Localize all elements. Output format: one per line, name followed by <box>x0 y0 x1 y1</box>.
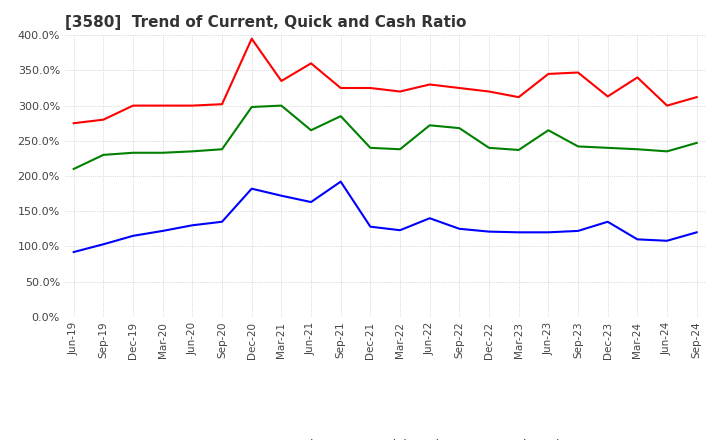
Text: [3580]  Trend of Current, Quick and Cash Ratio: [3580] Trend of Current, Quick and Cash … <box>65 15 466 30</box>
Current Ratio <box>69 121 78 126</box>
Current Ratio <box>633 75 642 80</box>
Quick Ratio <box>426 123 434 128</box>
Quick Ratio <box>99 152 108 158</box>
Current Ratio <box>158 103 167 108</box>
Current Ratio <box>366 85 374 91</box>
Current Ratio <box>693 95 701 100</box>
Quick Ratio <box>603 145 612 150</box>
Quick Ratio <box>307 128 315 133</box>
Quick Ratio <box>217 147 226 152</box>
Cash Ratio <box>336 179 345 184</box>
Quick Ratio <box>366 145 374 150</box>
Quick Ratio <box>485 145 493 150</box>
Quick Ratio <box>544 128 553 133</box>
Current Ratio <box>277 78 286 84</box>
Cash Ratio <box>633 237 642 242</box>
Line: Current Ratio: Current Ratio <box>73 39 697 123</box>
Quick Ratio <box>396 147 405 152</box>
Quick Ratio <box>248 104 256 110</box>
Current Ratio <box>603 94 612 99</box>
Cash Ratio <box>662 238 671 243</box>
Current Ratio <box>544 71 553 77</box>
Current Ratio <box>188 103 197 108</box>
Current Ratio <box>485 89 493 94</box>
Current Ratio <box>662 103 671 108</box>
Cash Ratio <box>188 223 197 228</box>
Line: Quick Ratio: Quick Ratio <box>73 106 697 169</box>
Current Ratio <box>514 95 523 100</box>
Current Ratio <box>396 89 405 94</box>
Current Ratio <box>336 85 345 91</box>
Cash Ratio <box>514 230 523 235</box>
Cash Ratio <box>307 199 315 205</box>
Current Ratio <box>426 82 434 87</box>
Cash Ratio <box>574 228 582 234</box>
Quick Ratio <box>455 125 464 131</box>
Quick Ratio <box>188 149 197 154</box>
Cash Ratio <box>248 186 256 191</box>
Current Ratio <box>99 117 108 122</box>
Current Ratio <box>217 102 226 107</box>
Cash Ratio <box>366 224 374 229</box>
Cash Ratio <box>217 219 226 224</box>
Cash Ratio <box>485 229 493 234</box>
Quick Ratio <box>633 147 642 152</box>
Quick Ratio <box>158 150 167 155</box>
Quick Ratio <box>277 103 286 108</box>
Line: Cash Ratio: Cash Ratio <box>73 182 697 252</box>
Cash Ratio <box>129 233 138 238</box>
Current Ratio <box>574 70 582 75</box>
Legend: Current Ratio, Quick Ratio, Cash Ratio: Current Ratio, Quick Ratio, Cash Ratio <box>198 434 572 440</box>
Quick Ratio <box>574 144 582 149</box>
Current Ratio <box>455 85 464 91</box>
Cash Ratio <box>603 219 612 224</box>
Quick Ratio <box>129 150 138 155</box>
Quick Ratio <box>514 147 523 153</box>
Quick Ratio <box>693 140 701 146</box>
Quick Ratio <box>662 149 671 154</box>
Current Ratio <box>129 103 138 108</box>
Cash Ratio <box>455 226 464 231</box>
Cash Ratio <box>69 249 78 255</box>
Cash Ratio <box>426 216 434 221</box>
Cash Ratio <box>158 228 167 234</box>
Cash Ratio <box>277 193 286 198</box>
Cash Ratio <box>544 230 553 235</box>
Current Ratio <box>248 36 256 41</box>
Cash Ratio <box>99 242 108 247</box>
Cash Ratio <box>693 230 701 235</box>
Cash Ratio <box>396 227 405 233</box>
Quick Ratio <box>69 166 78 172</box>
Quick Ratio <box>336 114 345 119</box>
Current Ratio <box>307 61 315 66</box>
